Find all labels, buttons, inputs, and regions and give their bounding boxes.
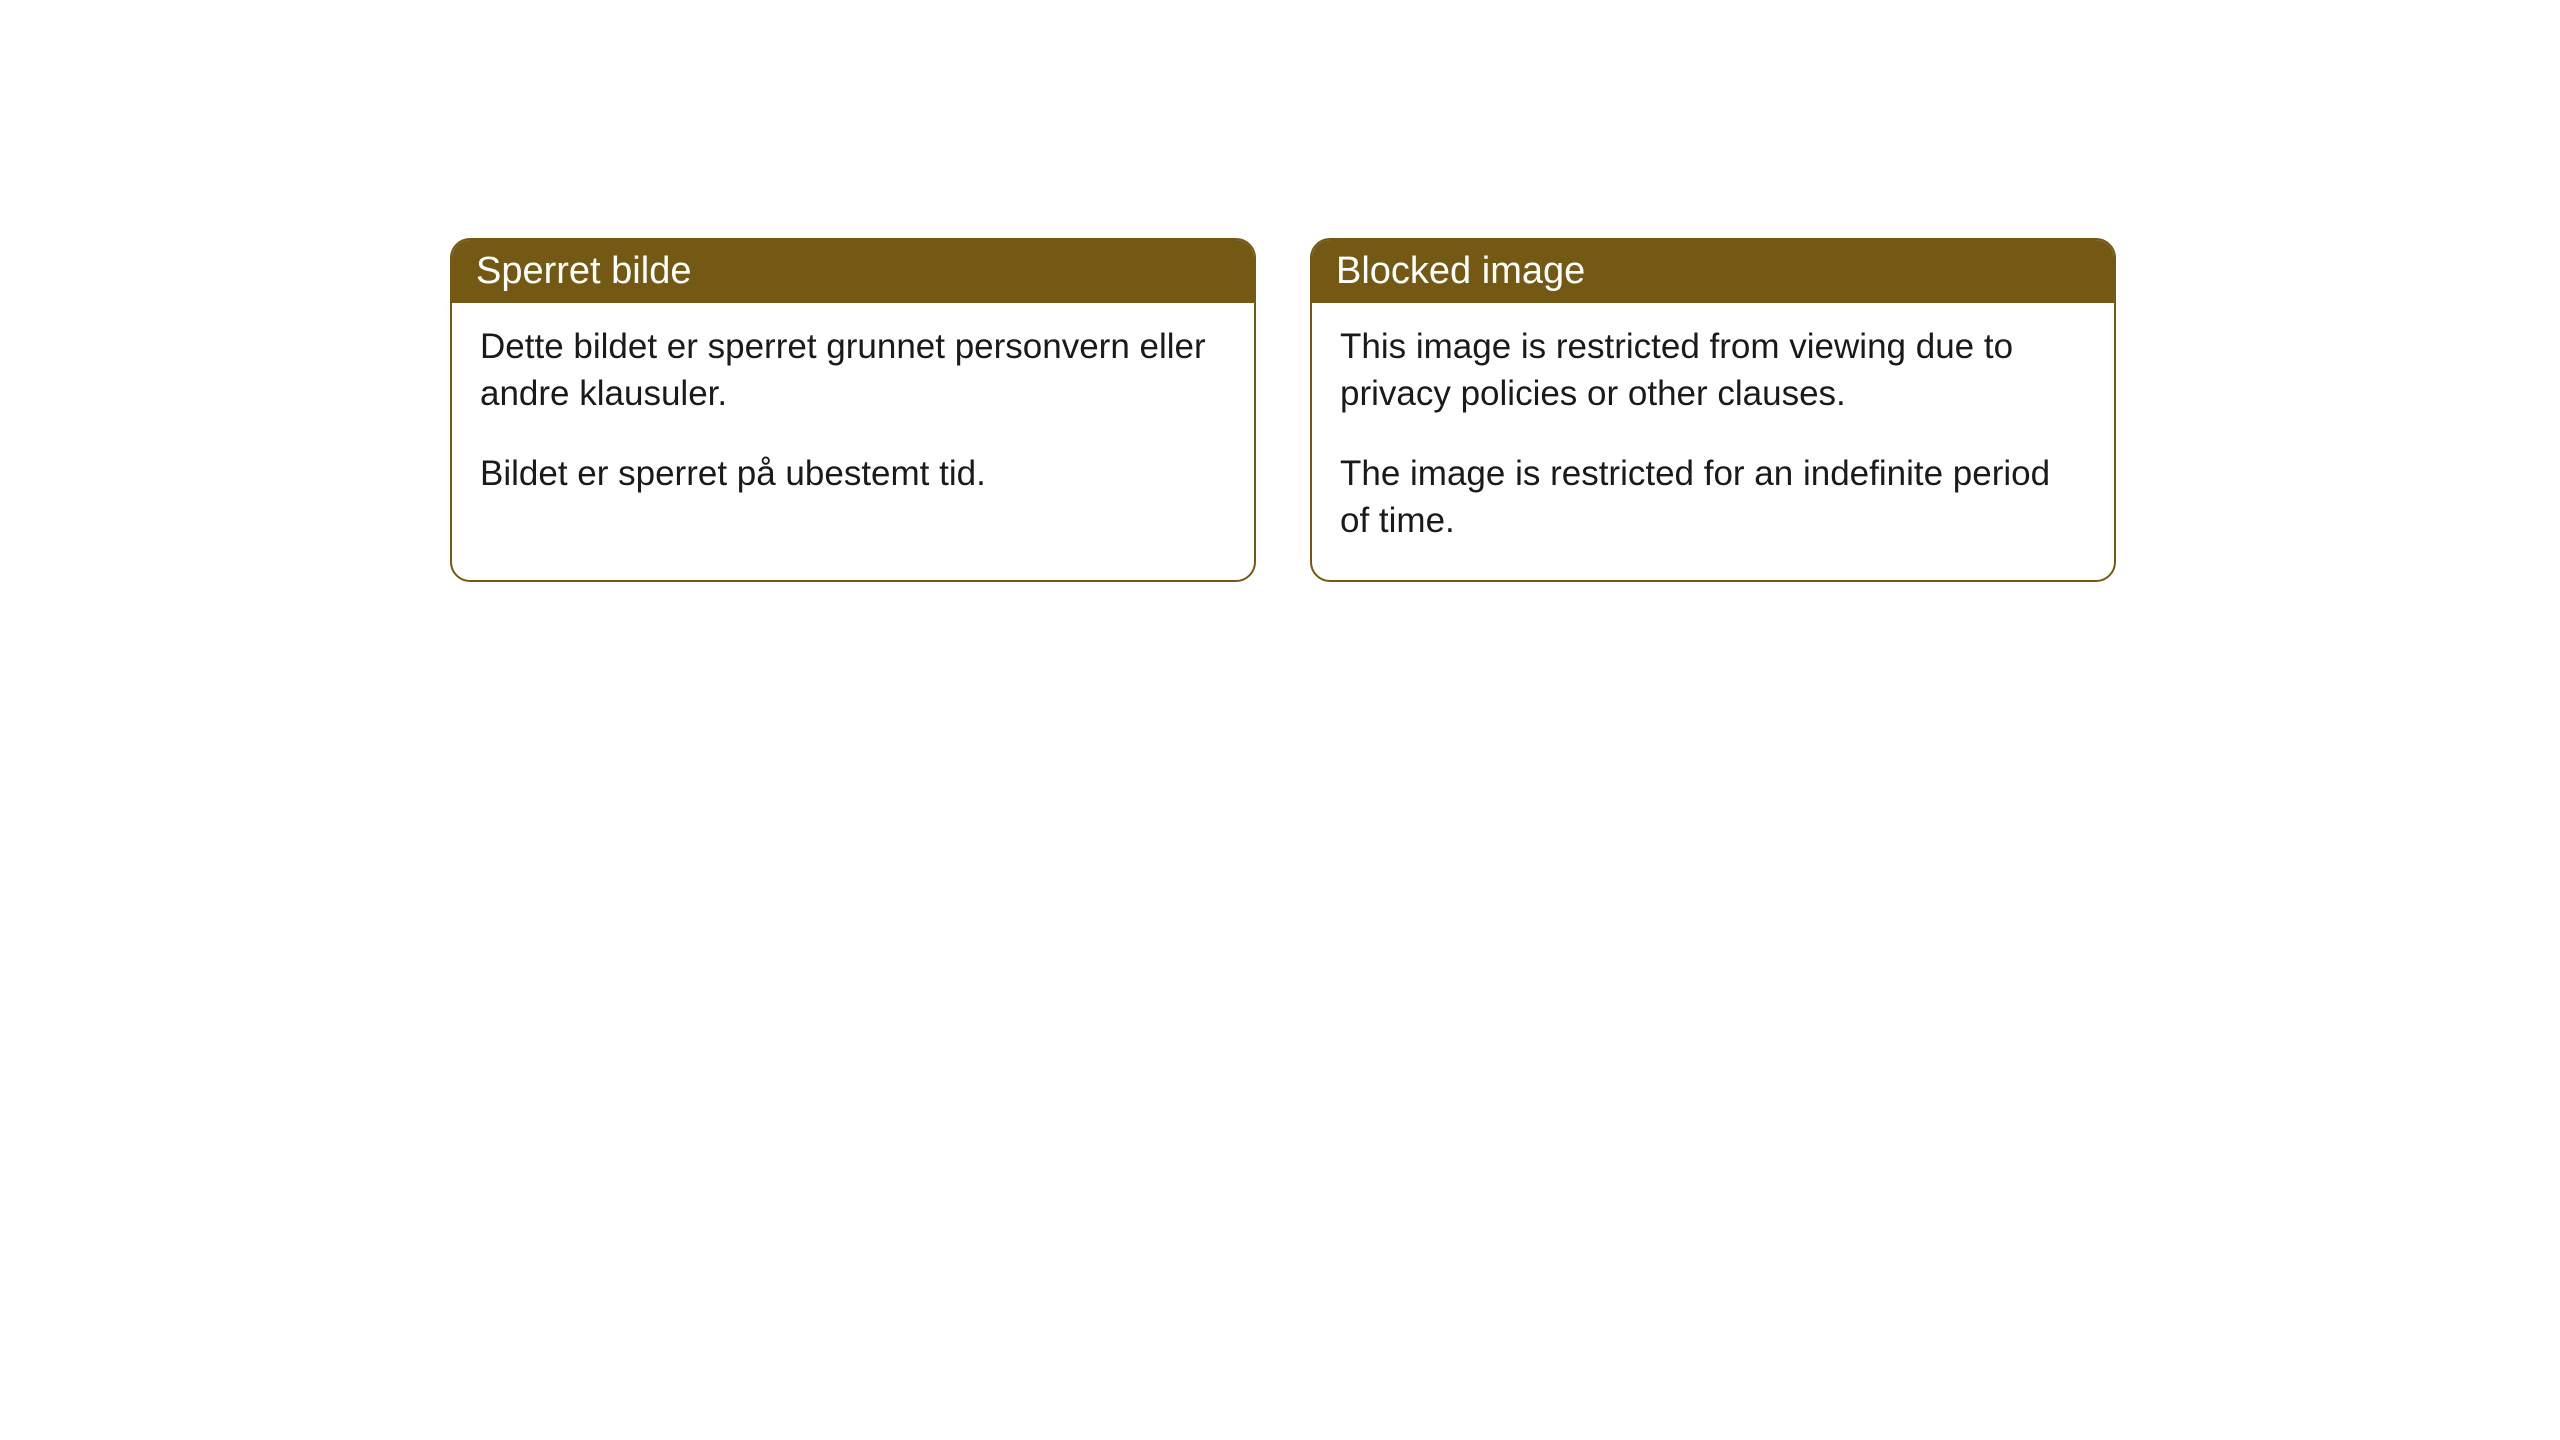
card-paragraph-2-en: The image is restricted for an indefinit…	[1340, 450, 2086, 545]
blocked-image-card-no: Sperret bilde Dette bildet er sperret gr…	[450, 238, 1256, 582]
card-body-en: This image is restricted from viewing du…	[1312, 303, 2114, 580]
card-header-no: Sperret bilde	[452, 240, 1254, 303]
blocked-image-card-en: Blocked image This image is restricted f…	[1310, 238, 2116, 582]
card-paragraph-1-en: This image is restricted from viewing du…	[1340, 323, 2086, 418]
card-container: Sperret bilde Dette bildet er sperret gr…	[0, 0, 2560, 582]
card-header-en: Blocked image	[1312, 240, 2114, 303]
card-paragraph-2-no: Bildet er sperret på ubestemt tid.	[480, 450, 1226, 497]
card-body-no: Dette bildet er sperret grunnet personve…	[452, 303, 1254, 533]
card-paragraph-1-no: Dette bildet er sperret grunnet personve…	[480, 323, 1226, 418]
